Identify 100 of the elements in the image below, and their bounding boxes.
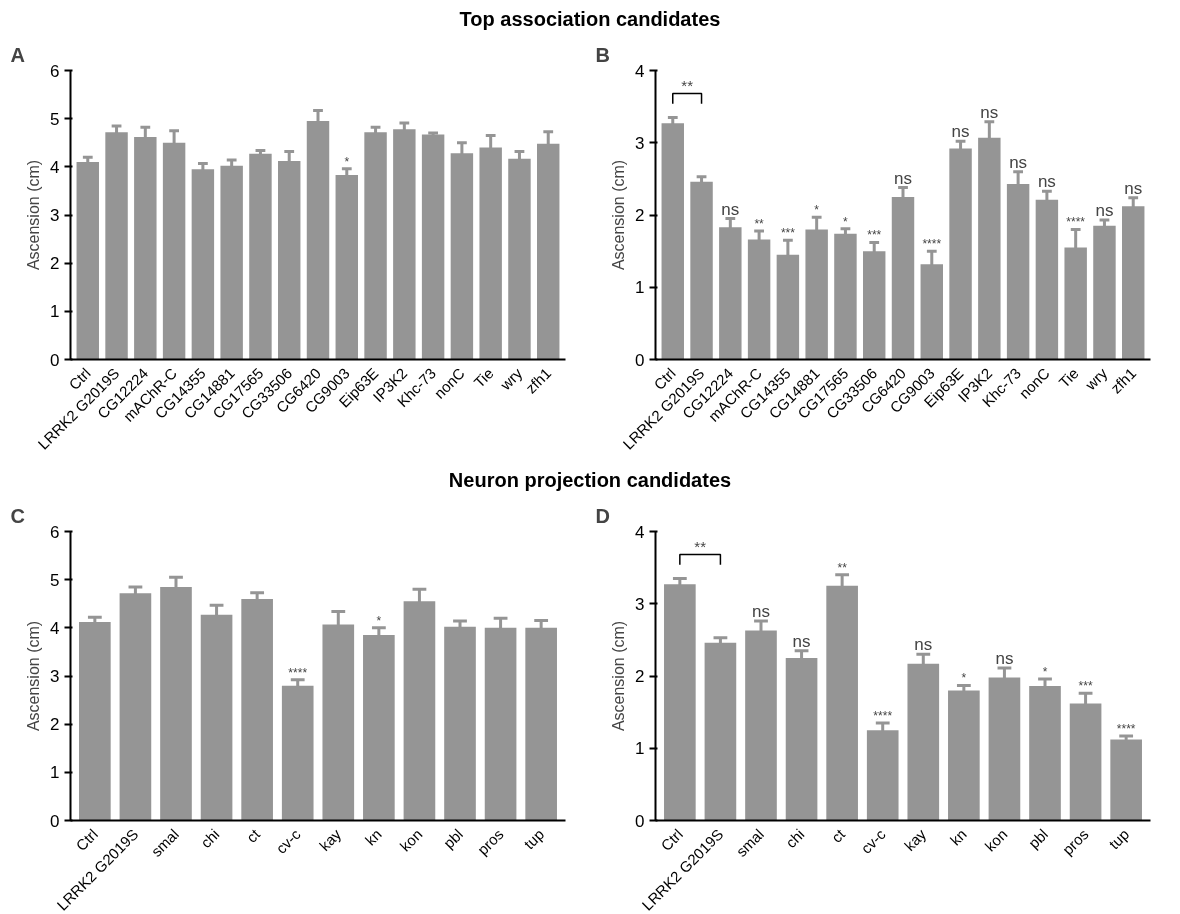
annotation: *	[1042, 664, 1048, 679]
x-tick-label: kn	[361, 825, 385, 849]
y-tick-label: 5	[50, 109, 60, 129]
x-tick-label: Tie	[470, 364, 497, 391]
bar	[393, 129, 416, 360]
x-tick-label: kon	[981, 825, 1011, 855]
annotation: ***	[1078, 679, 1093, 694]
annotation: ****	[1116, 721, 1136, 736]
chart-subtitle: C	[10, 504, 25, 527]
annotation: ****	[922, 237, 942, 252]
annotation: ns	[894, 168, 912, 188]
bar	[76, 162, 99, 360]
y-tick-label: 4	[635, 61, 645, 81]
bar	[364, 132, 387, 360]
x-tick-label: ct	[827, 824, 849, 846]
y-axis-title: Ascension (cm)	[610, 159, 628, 271]
annotation: ****	[1066, 215, 1086, 230]
y-tick-label: 4	[635, 522, 645, 542]
annotation: ns	[995, 649, 1014, 669]
annotation: *	[376, 613, 382, 628]
y-tick-label: 2	[635, 667, 645, 686]
chart-title: Top association candidates	[459, 7, 721, 32]
bar	[220, 165, 243, 360]
bar	[690, 181, 713, 360]
bar	[948, 690, 980, 821]
x-tick-label: tup	[1105, 825, 1133, 853]
bar	[664, 584, 696, 821]
y-tick-label: 3	[50, 206, 60, 225]
annotation: *	[814, 203, 820, 218]
bar	[241, 598, 273, 821]
y-axis-title: Ascension (cm)	[610, 620, 628, 732]
x-tick-label: cv-c	[272, 825, 305, 857]
y-tick-label: 4	[50, 157, 60, 177]
chart-subtitle: B	[595, 43, 610, 66]
y-tick-label: 3	[635, 594, 645, 614]
x-tick-label: tup	[520, 825, 548, 853]
annotation: **	[681, 76, 694, 94]
annotation: ***	[780, 226, 796, 241]
y-tick-label: 2	[635, 206, 645, 225]
bar	[834, 233, 857, 360]
annotation: **	[754, 216, 765, 231]
annotation: ns	[1095, 201, 1114, 221]
chart-subtitle: A	[10, 43, 25, 66]
y-tick-label: 4	[50, 618, 60, 638]
x-tick-label: chi	[197, 825, 223, 852]
bar	[79, 622, 111, 821]
x-tick-label: kay	[315, 825, 345, 855]
x-tick-label: kn	[946, 825, 970, 849]
y-tick-label: 0	[50, 350, 60, 370]
y-axis-title: Ascension (cm)	[25, 620, 43, 732]
bar	[249, 153, 272, 360]
y-tick-label: 0	[635, 350, 645, 370]
bar	[1093, 225, 1116, 360]
annotation: *	[344, 154, 350, 169]
chart-title: Neuron projection candidates	[448, 468, 732, 493]
y-tick-label: 3	[635, 133, 645, 153]
annotation: *	[961, 671, 967, 686]
x-tick-label: pbl	[439, 825, 467, 852]
annotation: ns	[721, 199, 740, 219]
y-tick-label: 5	[50, 570, 60, 590]
y-tick-label: 3	[50, 667, 60, 686]
x-tick-label: ct	[242, 824, 264, 846]
annotation: **	[837, 560, 848, 575]
annotation: ns	[792, 631, 811, 651]
annotation: ns	[1124, 178, 1143, 198]
bar	[1110, 739, 1142, 821]
x-tick-label: chi	[782, 825, 808, 852]
x-tick-label: kon	[396, 825, 426, 855]
bar	[281, 685, 314, 821]
bar	[191, 169, 215, 360]
y-tick-label: 1	[50, 763, 60, 783]
annotation: ns	[914, 635, 933, 655]
x-tick-label: cv-c	[857, 825, 890, 857]
annotation: ****	[873, 708, 893, 723]
annotation: ns	[980, 102, 999, 122]
y-tick-label: 1	[50, 302, 60, 322]
annotation: ****	[288, 665, 308, 680]
y-tick-label: 2	[50, 715, 60, 735]
x-tick-label: Tie	[1055, 364, 1082, 391]
bar	[661, 123, 684, 360]
y-tick-label: 1	[635, 739, 645, 759]
x-tick-label: pbl	[1024, 825, 1052, 852]
annotation: ns	[1037, 172, 1056, 192]
annotation: ns	[951, 122, 970, 142]
annotation: **	[694, 537, 707, 555]
annotation: *	[843, 214, 849, 229]
y-axis-title: Ascension (cm)	[25, 159, 43, 271]
y-tick-label: 0	[50, 811, 60, 831]
annotation: ***	[867, 228, 882, 243]
y-tick-label: 2	[50, 254, 60, 274]
annotation: ns	[752, 602, 770, 622]
y-tick-label: 6	[50, 522, 60, 542]
y-tick-label: 6	[50, 61, 60, 81]
bar	[444, 626, 476, 821]
annotation: ns	[1009, 152, 1028, 172]
chart-subtitle: D	[595, 504, 610, 527]
bar	[421, 134, 445, 360]
bar	[704, 642, 737, 821]
y-tick-label: 1	[635, 278, 645, 298]
y-tick-label: 0	[635, 811, 645, 831]
